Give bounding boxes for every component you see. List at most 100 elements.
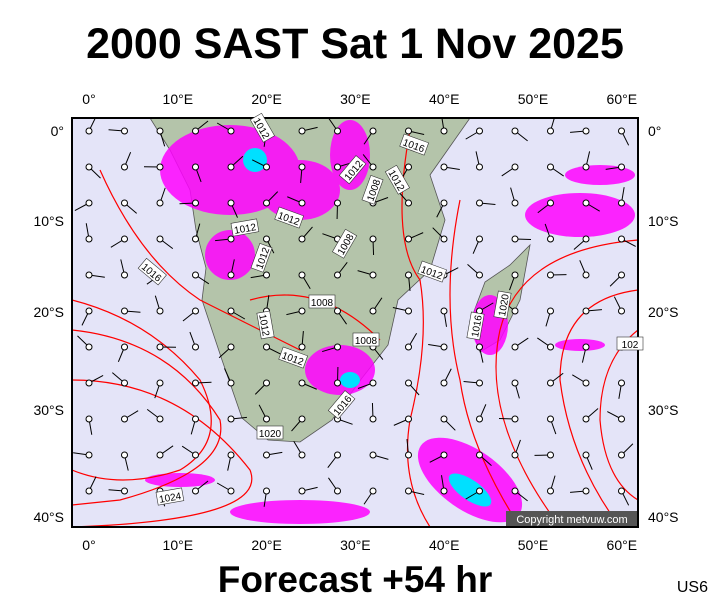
barb-station xyxy=(299,344,305,350)
barb-station xyxy=(477,416,483,422)
barb-station xyxy=(512,128,518,134)
barb-station xyxy=(619,488,625,494)
forecast-label: Forecast +54 hr xyxy=(218,559,493,600)
barb-station xyxy=(299,236,305,242)
barb-station xyxy=(86,272,92,278)
barb-station xyxy=(335,200,341,206)
barb-station xyxy=(548,236,554,242)
barb-station xyxy=(512,272,518,278)
isobar-label-text: 1008 xyxy=(311,298,334,309)
barb-station xyxy=(512,452,518,458)
barb-station xyxy=(157,452,163,458)
copyright: Copyright metvuw.com xyxy=(516,514,627,526)
barb-station xyxy=(441,452,447,458)
lat-label-right: 20°S xyxy=(648,304,679,320)
barb-station xyxy=(512,236,518,242)
lat-label-left: 40°S xyxy=(33,509,64,525)
barb-station xyxy=(86,308,92,314)
barb-station xyxy=(335,308,341,314)
barb-station xyxy=(86,416,92,422)
lat-label-left: 0° xyxy=(51,123,64,139)
barb-station xyxy=(548,344,554,350)
barb-station xyxy=(583,272,589,278)
barb-station xyxy=(228,236,234,242)
barb-station xyxy=(193,200,199,206)
barb-station xyxy=(157,416,163,422)
isobar-label-text: 1008 xyxy=(355,336,378,347)
lon-label-bottom: 20°E xyxy=(251,537,282,553)
isobar-label: 102 xyxy=(617,337,643,351)
barb-station xyxy=(441,380,447,386)
lon-label-top: 40°E xyxy=(429,91,460,107)
barb-station xyxy=(264,344,270,350)
barb-station xyxy=(122,344,128,350)
barb-station xyxy=(193,308,199,314)
barb-station xyxy=(512,380,518,386)
lon-label-bottom: 30°E xyxy=(340,537,371,553)
barb-station xyxy=(228,488,234,494)
barb-station xyxy=(264,272,270,278)
barb-station xyxy=(193,236,199,242)
barb-station xyxy=(406,416,412,422)
lat-label-right: 0° xyxy=(648,123,661,139)
barb-station xyxy=(583,128,589,134)
barb-station xyxy=(406,164,412,170)
lon-label-bottom: 50°E xyxy=(518,537,549,553)
barb-station xyxy=(228,200,234,206)
barb-station xyxy=(406,452,412,458)
lon-label-top: 30°E xyxy=(340,91,371,107)
isobar-label: 1020 xyxy=(257,426,283,440)
lon-label-bottom: 10°E xyxy=(163,537,194,553)
barb-station xyxy=(157,164,163,170)
barb-station xyxy=(335,272,341,278)
barb-station xyxy=(370,164,376,170)
barb-station xyxy=(370,380,376,386)
barb-station xyxy=(193,416,199,422)
barb-station xyxy=(228,164,234,170)
barb-station xyxy=(548,272,554,278)
barb-station xyxy=(193,164,199,170)
barb-station xyxy=(619,164,625,170)
barb-station xyxy=(477,380,483,386)
barb-station xyxy=(441,416,447,422)
barb-station xyxy=(619,200,625,206)
barb-station xyxy=(299,452,305,458)
lon-label-top: 10°E xyxy=(163,91,194,107)
code-label: US6 xyxy=(677,579,708,596)
barb-station xyxy=(86,488,92,494)
barb-station xyxy=(228,272,234,278)
isobar-label: 1008 xyxy=(309,295,335,309)
barb-station xyxy=(477,236,483,242)
barb-station xyxy=(548,452,554,458)
barb-station xyxy=(122,164,128,170)
barb-station xyxy=(157,308,163,314)
barb-station xyxy=(548,416,554,422)
barb-station xyxy=(548,128,554,134)
barb-station xyxy=(512,200,518,206)
barb-station xyxy=(299,128,305,134)
lat-label-left: 10°S xyxy=(33,213,64,229)
barb-station xyxy=(228,380,234,386)
barb-station xyxy=(193,452,199,458)
barb-station xyxy=(512,344,518,350)
barb-station xyxy=(441,488,447,494)
barb-station xyxy=(477,272,483,278)
barb-station xyxy=(299,308,305,314)
lon-label-bottom: 40°E xyxy=(429,537,460,553)
barb-station xyxy=(441,344,447,350)
barb-station xyxy=(619,452,625,458)
barb-station xyxy=(157,380,163,386)
barb-station xyxy=(583,308,589,314)
barb-station xyxy=(370,452,376,458)
barb-station xyxy=(335,128,341,134)
barb-station xyxy=(583,380,589,386)
barb-station xyxy=(370,272,376,278)
barb-station xyxy=(193,380,199,386)
barb-station xyxy=(619,272,625,278)
barb-station xyxy=(512,308,518,314)
barb-station xyxy=(370,488,376,494)
barb-station xyxy=(86,200,92,206)
barb-station xyxy=(548,308,554,314)
barb-station xyxy=(299,488,305,494)
